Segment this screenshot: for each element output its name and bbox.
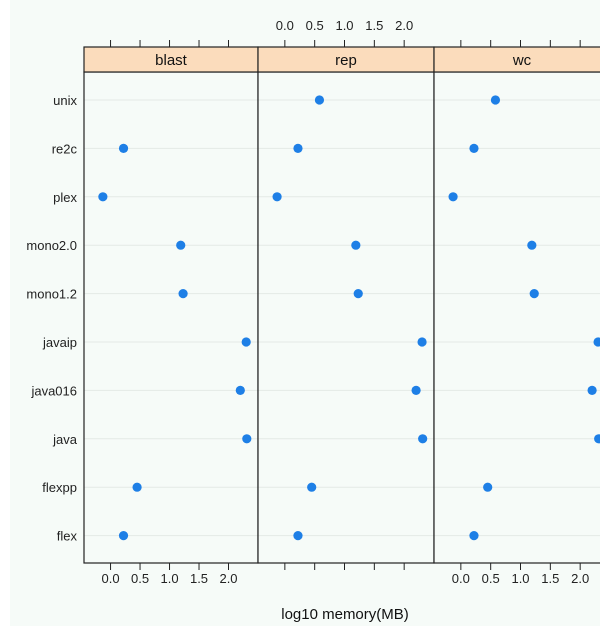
data-point-blast-mono20 (176, 240, 186, 250)
data-point-rep-flex (293, 531, 303, 541)
strip-label-rep: rep (335, 52, 357, 69)
category-label-java016: java016 (30, 383, 77, 398)
data-point-wc-java (594, 434, 600, 444)
data-point-blast-mono12 (178, 289, 188, 299)
category-label-javaip: javaip (42, 335, 77, 350)
data-point-rep-flexpp (307, 482, 317, 492)
top-tick-label: 0.5 (306, 18, 324, 33)
data-point-blast-plex (98, 192, 108, 202)
bottom-tick-label: 0.5 (482, 571, 500, 586)
panel-plot-area (434, 72, 600, 563)
data-point-rep-java016 (411, 385, 421, 395)
category-label-plex: plex (53, 190, 77, 205)
top-axis: 0.0 0.5 1.0 1.5 2.0 (110, 18, 581, 47)
data-point-wc-java016 (587, 385, 597, 395)
panels-group: blast rep wc (83, 46, 600, 564)
data-point-wc-re2c (469, 143, 479, 153)
data-point-blast-flex (118, 531, 129, 541)
bottom-tick-label: 0.0 (102, 571, 120, 586)
data-point-blast-javaip (241, 337, 251, 347)
bottom-tick-label: 1.0 (511, 571, 529, 586)
bottom-tick-label: 0.5 (131, 571, 149, 586)
data-point-blast-java (242, 434, 252, 444)
strip-label-blast: blast (155, 52, 188, 69)
data-point-blast-re2c (118, 143, 129, 153)
data-point-blast-flexpp (132, 482, 142, 492)
data-point-rep-mono12 (353, 289, 363, 299)
x-axis-title: log10 memory(MB) (281, 606, 409, 623)
data-point-rep-plex (272, 192, 282, 202)
bottom-tick-label: 1.5 (190, 571, 208, 586)
top-tick-label: 1.5 (365, 18, 383, 33)
data-point-wc-mono12 (529, 289, 539, 299)
data-point-wc-mono20 (527, 240, 537, 250)
data-point-wc-unix (490, 95, 501, 105)
panel-rep: rep (257, 46, 435, 564)
data-point-blast-java016 (235, 385, 245, 395)
bottom-tick-label: 2.0 (219, 571, 237, 586)
data-point-wc-javaip (593, 337, 600, 347)
category-label-re2c: re2c (52, 141, 78, 156)
strip-wc (433, 46, 600, 73)
category-label-java: java (52, 432, 78, 447)
bottom-tick-label: 1.5 (541, 571, 559, 586)
category-label-unix: unix (53, 93, 77, 108)
top-tick-label: 2.0 (395, 18, 413, 33)
top-tick-label: 0.0 (276, 18, 294, 33)
data-point-wc-plex (448, 192, 458, 202)
data-point-rep-unix (314, 95, 325, 105)
data-point-rep-java (418, 434, 428, 444)
data-point-rep-re2c (293, 143, 303, 153)
category-label-flexpp: flexpp (42, 480, 77, 495)
panel-blast: blast (83, 46, 259, 564)
panel-plot-area (84, 72, 258, 563)
strip-blast (83, 46, 259, 73)
data-point-rep-mono20 (351, 240, 361, 250)
panel-plot-area (258, 72, 434, 563)
bottom-axis: 0.0 0.0 0.5 0.5 1.0 1.0 1.5 1.5 2.0 2.0 (102, 563, 589, 586)
category-label-flex: flex (57, 529, 78, 544)
panel-wc: wc (433, 46, 600, 564)
data-point-rep-javaip (417, 337, 427, 347)
data-point-wc-flex (469, 531, 479, 541)
category-label-mono20: mono2.0 (26, 238, 77, 253)
category-labels: unix re2c plex mono2.0 mono1.2 javaip java016 j… (26, 93, 77, 544)
bottom-tick-label: 1.0 (160, 571, 178, 586)
data-point-wc-flexpp (483, 482, 493, 492)
strip-label-wc: wc (512, 52, 532, 69)
category-label-mono12: mono1.2 (26, 287, 77, 302)
top-tick-label: 1.0 (335, 18, 353, 33)
bottom-tick-label: 0.0 (452, 571, 470, 586)
bottom-tick-label: 2.0 (571, 571, 589, 586)
